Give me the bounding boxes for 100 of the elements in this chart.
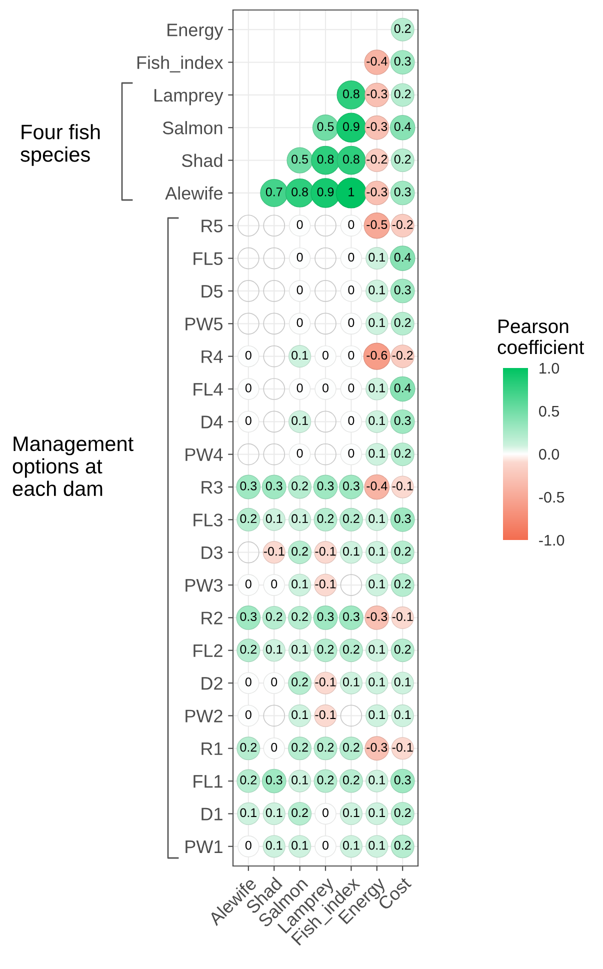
data-label: 0.1	[368, 383, 385, 392]
data-label: 0	[296, 318, 303, 328]
data-label: -0.1	[392, 612, 413, 622]
color-bar-title: Pearson coefficient	[498, 320, 584, 354]
data-label: 0.1	[368, 318, 385, 328]
y-tick-label: FL4	[194, 383, 223, 396]
data-label: -0.4	[366, 482, 388, 490]
data-label: 0.3	[342, 612, 360, 622]
data-label: 0	[245, 710, 252, 720]
color-bar-label: 0.0	[539, 448, 560, 460]
data-label: 0.2	[394, 318, 411, 328]
data-label: 0.2	[317, 514, 334, 524]
color-bar-label: -0.5	[539, 492, 564, 503]
data-label: 0.1	[368, 546, 385, 556]
data-label: 0.2	[317, 742, 334, 752]
y-tick-label: PW5	[186, 318, 223, 330]
data-label: 0.2	[394, 840, 411, 850]
data-label: 0	[296, 285, 303, 294]
data-label: 0	[296, 220, 303, 229]
data-label: -0.1	[315, 546, 336, 556]
data-label: 0.9	[317, 187, 334, 196]
data-label: 0.2	[240, 514, 256, 524]
data-label: -0.3	[366, 122, 388, 131]
data-label: 0	[322, 840, 328, 850]
data-label: -0.2	[392, 220, 413, 229]
data-label: 0.9	[342, 122, 360, 131]
data-label: -0.3	[366, 89, 388, 98]
data-label: 0	[271, 678, 278, 686]
data-label: 0.3	[342, 482, 360, 490]
y-tick-label: FL2	[194, 644, 222, 657]
data-label: -0.3	[366, 742, 388, 752]
data-label: 0	[245, 383, 252, 392]
y-tick-label: R4	[202, 350, 223, 363]
data-label: 0.2	[394, 546, 411, 556]
y-tick-label: Energy	[168, 24, 224, 40]
data-label: 0	[296, 448, 303, 458]
data-label: -0.4	[366, 56, 388, 66]
y-tick-label: Salmon	[162, 121, 222, 134]
data-label: 0.2	[342, 514, 360, 524]
data-label: 0.4	[394, 383, 411, 392]
y-tick-label: PW3	[186, 578, 222, 592]
data-label: 0.3	[394, 416, 411, 426]
data-label: 0.2	[342, 776, 360, 784]
y-tick-label: D3	[202, 546, 222, 560]
data-label: 0	[245, 350, 252, 360]
data-label: 0.2	[394, 808, 411, 818]
data-label: 0.4	[394, 122, 411, 131]
data-label: 0.3	[394, 285, 411, 294]
data-label: 0.3	[394, 514, 411, 524]
data-label: 0.8	[342, 154, 360, 164]
data-label: 0.2	[317, 776, 334, 784]
data-label: 0	[348, 416, 354, 426]
data-label: 0	[348, 350, 354, 360]
data-label: 0.2	[292, 612, 308, 622]
data-label: 0.5	[317, 122, 334, 131]
data-label: 0	[296, 252, 303, 262]
y-tick-label: R1	[202, 742, 222, 755]
data-label: -0.3	[366, 187, 388, 196]
data-label: -0.1	[315, 678, 336, 686]
y-tick-label: FL1	[194, 775, 222, 788]
data-label: 0	[245, 580, 252, 588]
data-label: -0.6	[366, 350, 388, 360]
y-tick-label: Fish_index	[137, 56, 224, 72]
data-label: -0.1	[264, 546, 284, 556]
data-label: 0.2	[240, 742, 256, 752]
data-label: 0.1	[368, 285, 385, 294]
data-label: 0.1	[368, 448, 385, 458]
data-label: 0.1	[292, 710, 308, 720]
data-label: 0.3	[394, 776, 411, 784]
data-label: 0.2	[292, 482, 308, 490]
data-label: 0.1	[368, 416, 385, 426]
y-tick-label: FL5	[194, 252, 223, 266]
data-label: 0.1	[342, 678, 360, 686]
data-label: 0.1	[292, 416, 308, 426]
y-tick-label: PW2	[186, 710, 222, 722]
data-label: 0	[322, 808, 328, 818]
y-tick-label: PW4	[186, 448, 223, 461]
data-label: -0.2	[366, 154, 388, 164]
data-label: 0.1	[368, 644, 385, 654]
data-label: 0.8	[317, 154, 334, 164]
data-label: -0.1	[315, 710, 336, 720]
data-label: 0.1	[292, 350, 308, 360]
data-label: -0.3	[366, 612, 388, 622]
y-tick-label: PW1	[186, 840, 222, 853]
data-label: 0.3	[266, 776, 282, 784]
data-label: 0	[245, 840, 252, 850]
data-label: 0.1	[342, 840, 360, 850]
data-label: 0.2	[394, 89, 411, 98]
data-label: 0	[348, 285, 354, 294]
data-label: 0.7	[266, 187, 282, 196]
data-label: 0.2	[240, 644, 256, 654]
data-label: 0.1	[368, 840, 385, 850]
data-label: 0	[348, 318, 354, 328]
color-bar-label: -1.0	[539, 534, 564, 546]
data-label: 0.3	[394, 56, 411, 66]
y-tick-label: D5	[202, 285, 223, 298]
data-label: 0.2	[292, 808, 308, 818]
data-label: 0.1	[368, 252, 385, 262]
data-label: 0.2	[394, 644, 411, 654]
data-label: 0.1	[342, 546, 360, 556]
